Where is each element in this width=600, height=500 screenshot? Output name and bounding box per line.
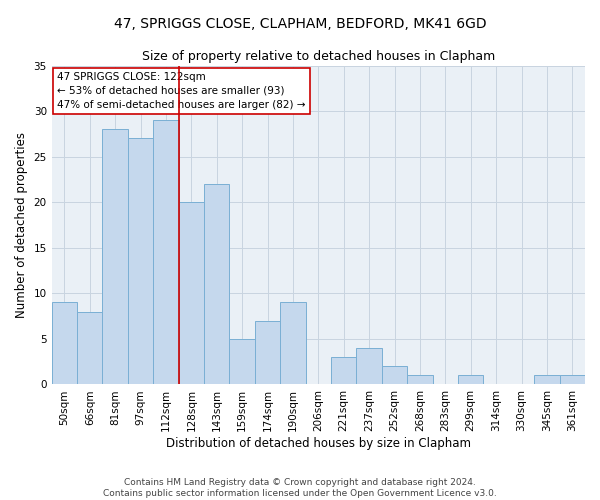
Text: 47 SPRIGGS CLOSE: 122sqm
← 53% of detached houses are smaller (93)
47% of semi-d: 47 SPRIGGS CLOSE: 122sqm ← 53% of detach… — [57, 72, 305, 110]
Bar — [280, 302, 305, 384]
X-axis label: Distribution of detached houses by size in Clapham: Distribution of detached houses by size … — [166, 437, 471, 450]
Bar — [229, 339, 255, 384]
Bar — [204, 184, 229, 384]
Text: 47, SPRIGGS CLOSE, CLAPHAM, BEDFORD, MK41 6GD: 47, SPRIGGS CLOSE, CLAPHAM, BEDFORD, MK4… — [113, 18, 487, 32]
Bar — [331, 357, 356, 384]
Bar — [153, 120, 179, 384]
Title: Size of property relative to detached houses in Clapham: Size of property relative to detached ho… — [142, 50, 495, 63]
Bar — [103, 130, 128, 384]
Bar — [77, 312, 103, 384]
Text: Contains HM Land Registry data © Crown copyright and database right 2024.
Contai: Contains HM Land Registry data © Crown c… — [103, 478, 497, 498]
Y-axis label: Number of detached properties: Number of detached properties — [15, 132, 28, 318]
Bar — [407, 376, 433, 384]
Bar — [382, 366, 407, 384]
Bar — [356, 348, 382, 385]
Bar — [255, 320, 280, 384]
Bar — [128, 138, 153, 384]
Bar — [560, 376, 585, 384]
Bar — [179, 202, 204, 384]
Bar — [458, 376, 484, 384]
Bar — [52, 302, 77, 384]
Bar — [534, 376, 560, 384]
